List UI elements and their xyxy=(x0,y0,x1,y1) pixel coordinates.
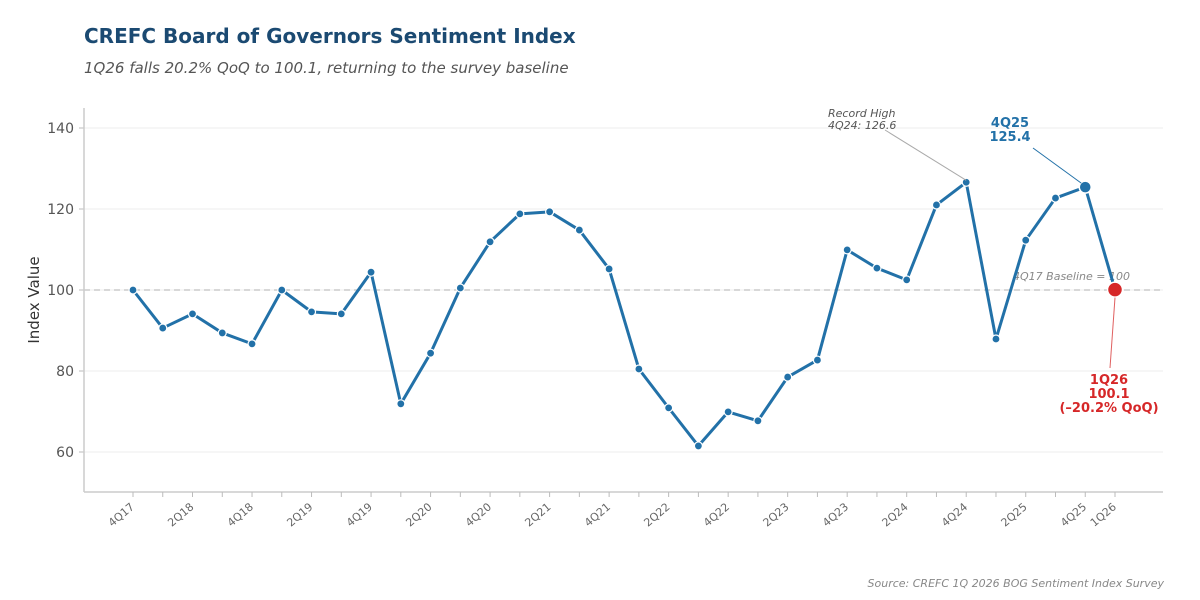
x-tick-label: 2Q21 xyxy=(522,500,553,529)
q1-26-annotation-line2: 100.1 xyxy=(1088,387,1129,402)
data-point-3Q22 xyxy=(693,441,703,451)
x-tick-label: 4Q18 xyxy=(225,500,256,529)
record-high-leader xyxy=(884,129,967,181)
x-tick-label: 2Q23 xyxy=(761,500,792,529)
data-point-1Q26 xyxy=(1106,281,1124,298)
q4-25-label: 4Q25 xyxy=(991,116,1029,131)
data-point-4Q24 xyxy=(961,177,971,187)
x-tick-label: 4Q20 xyxy=(463,500,494,529)
x-tick-label: 4Q25 xyxy=(1058,500,1089,529)
data-point-1Q19 xyxy=(277,285,287,295)
data-point-3Q24 xyxy=(931,200,942,210)
data-point-3Q18 xyxy=(217,328,227,338)
x-tick-label: 1Q26 xyxy=(1088,500,1119,529)
record-high-value: 4Q24: 126.6 xyxy=(828,119,896,132)
data-point-1Q25 xyxy=(991,334,1001,344)
data-point-2Q22 xyxy=(664,403,674,413)
chart-title: CREFC Board of Governors Sentiment Index xyxy=(84,24,576,48)
q1-26-annotation-line3: (–20.2% QoQ) xyxy=(1059,401,1158,416)
data-point-1Q20 xyxy=(396,399,406,409)
data-point-2Q23 xyxy=(783,372,793,382)
x-tick-label: 4Q21 xyxy=(582,500,613,529)
y-tick-label: 80 xyxy=(56,364,74,380)
data-point-4Q21 xyxy=(604,264,614,274)
chart-subtitle: 1Q26 falls 20.2% QoQ to 100.1, returning… xyxy=(84,59,569,77)
x-tick-label: 2Q24 xyxy=(880,500,911,529)
y-tick-label: 100 xyxy=(47,283,74,299)
baseline-label: 4Q17 Baseline = 100 xyxy=(1013,270,1130,283)
y-tick-label: 60 xyxy=(56,445,74,461)
x-tick-label: 2Q22 xyxy=(641,500,672,529)
x-tick-label: 2Q19 xyxy=(284,500,315,529)
data-point-3Q19 xyxy=(336,309,346,319)
data-point-2Q19 xyxy=(306,307,317,317)
data-point-2Q21 xyxy=(545,207,555,217)
x-tick-label: 4Q22 xyxy=(701,500,732,529)
data-point-2Q24 xyxy=(902,275,912,285)
series-line xyxy=(131,180,1117,448)
q1-26-leader xyxy=(1109,297,1116,369)
data-point-3Q21 xyxy=(574,225,584,235)
data-point-1Q18 xyxy=(158,323,168,333)
source-note: Source: CREFC 1Q 2026 BOG Sentiment Inde… xyxy=(867,577,1164,590)
data-point-4Q23 xyxy=(842,245,852,255)
data-point-1Q24 xyxy=(872,263,882,273)
x-tick-label: 2Q25 xyxy=(999,500,1030,529)
x-tick-label: 2Q18 xyxy=(165,500,196,529)
data-point-4Q20 xyxy=(485,237,495,247)
y-axis-label: Index Value xyxy=(25,256,43,343)
data-point-1Q21 xyxy=(515,209,525,219)
q1-26-annotation-line1: 1Q26 xyxy=(1090,373,1128,388)
q4-25-leader xyxy=(1032,147,1082,184)
data-point-2Q20 xyxy=(425,348,436,358)
data-point-2Q18 xyxy=(187,309,198,319)
data-point-4Q25 xyxy=(1078,180,1092,194)
data-point-1Q23 xyxy=(753,416,763,426)
x-tick-label: 4Q17 xyxy=(106,500,137,529)
x-tick-label: 2Q20 xyxy=(403,500,434,529)
data-point-1Q22 xyxy=(634,364,644,374)
data-point-3Q20 xyxy=(455,283,465,293)
data-point-3Q25 xyxy=(1050,193,1061,203)
data-point-4Q18 xyxy=(247,339,257,349)
record-high-label: Record High xyxy=(828,107,896,120)
data-point-4Q17 xyxy=(128,285,138,295)
x-tick-label: 4Q19 xyxy=(344,500,375,529)
data-point-2Q25 xyxy=(1021,235,1031,245)
x-tick-label: 4Q23 xyxy=(820,500,851,529)
data-point-4Q19 xyxy=(366,267,376,277)
y-tick-label: 140 xyxy=(47,121,74,137)
x-tick-label: 4Q24 xyxy=(939,500,970,529)
data-point-3Q23 xyxy=(812,355,823,365)
y-tick-label: 120 xyxy=(47,202,74,218)
q4-25-value: 125.4 xyxy=(989,130,1030,145)
data-point-4Q22 xyxy=(723,407,733,417)
